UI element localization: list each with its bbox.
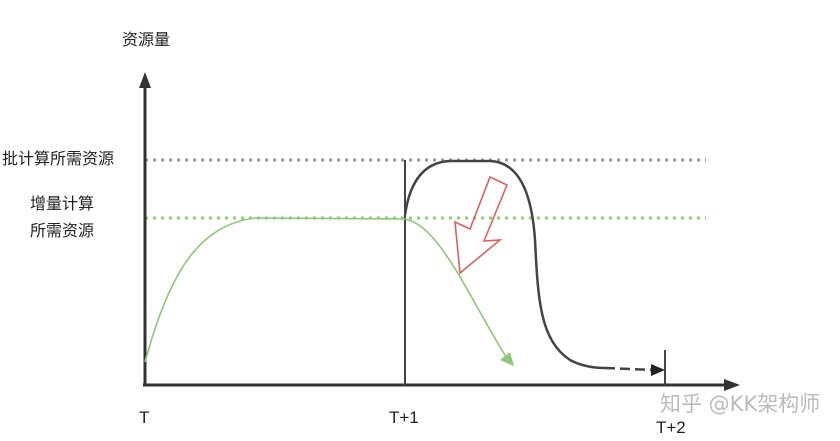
tick-t-plus-1: T+1 <box>389 408 419 427</box>
batch-resource-label: 批计算所需资源 <box>2 149 115 168</box>
y-axis-label: 资源量 <box>122 30 171 49</box>
incremental-curve <box>144 217 509 363</box>
batch-curve <box>403 159 606 370</box>
incremental-curve-arrow-icon <box>500 352 514 366</box>
decrease-arrow-icon <box>454 175 509 275</box>
watermark: 知乎 @KK架构师 <box>660 392 821 416</box>
tick-t: T <box>139 408 150 427</box>
incremental-resource-label-line2: 所需资源 <box>30 221 95 240</box>
tick-t-plus-2: T+2 <box>656 418 686 437</box>
y-axis-arrow-icon <box>139 72 151 88</box>
x-axis-arrow-icon <box>724 379 740 391</box>
batch-curve-tail <box>604 366 656 372</box>
batch-curve-arrow-icon <box>651 364 665 376</box>
incremental-resource-label-line1: 增量计算 <box>30 194 95 213</box>
